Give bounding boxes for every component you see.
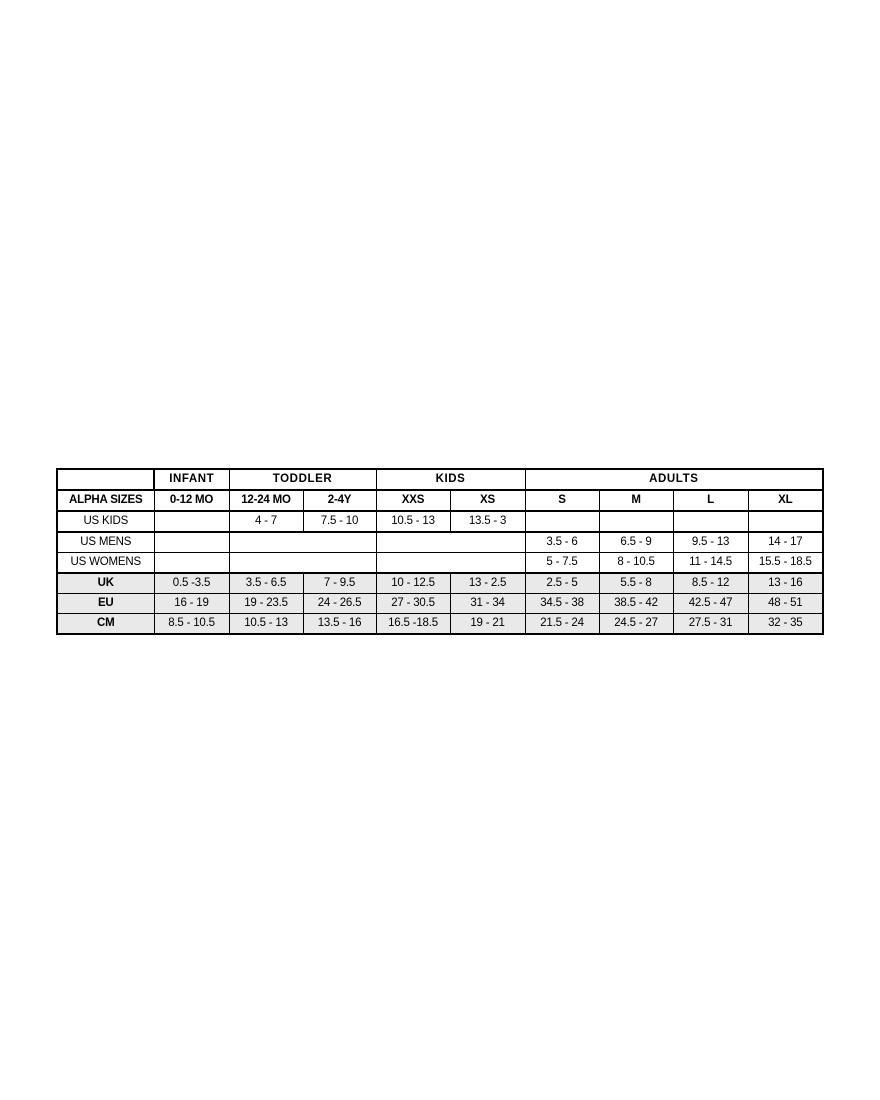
cell-eu-m: 38.5 - 42 [598, 593, 674, 614]
cell-us-kids-l [672, 510, 749, 533]
table-row-uk: UK 0.5 -3.5 3.5 - 6.5 7 - 9.5 10 - 12.5 … [56, 572, 824, 594]
group-header-adults: ADULTS [524, 468, 824, 491]
cell-cm-s: 21.5 - 24 [524, 613, 600, 635]
cell-cm-toddler-2-4y: 13.5 - 16 [302, 613, 377, 635]
cell-cm-xxs: 16.5 -18.5 [375, 613, 451, 635]
alpha-size-toddler-2-4y: 2-4Y [302, 489, 377, 512]
cell-eu-xl: 48 - 51 [747, 593, 824, 614]
cell-us-mens-toddler [228, 531, 377, 553]
group-header-toddler: TODDLER [228, 468, 377, 491]
cell-us-womens-toddler [228, 552, 377, 574]
cell-us-kids-xs: 13.5 - 3 [449, 510, 526, 533]
cell-uk-toddler-2-4y: 7 - 9.5 [302, 572, 377, 594]
table-row-us-womens: US WOMENS 5 - 7.5 8 - 10.5 11 - 14.5 15.… [56, 552, 824, 574]
cell-us-womens-infant [153, 552, 230, 574]
row-label-alpha-sizes: ALPHA SIZES [56, 489, 155, 512]
cell-us-womens-l: 11 - 14.5 [672, 552, 749, 574]
cell-us-mens-s: 3.5 - 6 [524, 531, 600, 553]
cell-us-kids-s [524, 510, 600, 533]
alpha-size-infant-0-12mo: 0-12 MO [153, 489, 230, 512]
cell-us-kids-toddler-12-24mo: 4 - 7 [228, 510, 304, 533]
group-header-infant: INFANT [153, 468, 230, 491]
alpha-size-adults-xl: XL [747, 489, 824, 512]
row-label-us-kids: US KIDS [56, 510, 155, 533]
row-label-uk: UK [56, 572, 155, 594]
cell-uk-toddler-12-24mo: 3.5 - 6.5 [228, 572, 304, 594]
table-corner-cell [56, 468, 155, 491]
cell-us-womens-xl: 15.5 - 18.5 [747, 552, 824, 574]
group-header-kids: KIDS [375, 468, 526, 491]
cell-uk-s: 2.5 - 5 [524, 572, 600, 594]
cell-us-womens-m: 8 - 10.5 [598, 552, 674, 574]
cell-uk-xs: 13 - 2.5 [449, 572, 526, 594]
table-row-us-kids: US KIDS 4 - 7 7.5 - 10 10.5 - 13 13.5 - … [56, 510, 824, 533]
cell-us-kids-infant [153, 510, 230, 533]
cell-us-mens-xl: 14 - 17 [747, 531, 824, 553]
cell-us-mens-kids [375, 531, 526, 553]
row-label-cm: CM [56, 613, 155, 635]
row-label-us-womens: US WOMENS [56, 552, 155, 574]
cell-cm-m: 24.5 - 27 [598, 613, 674, 635]
alpha-sizes-row: ALPHA SIZES 0-12 MO 12-24 MO 2-4Y XXS XS… [56, 489, 824, 512]
alpha-size-toddler-12-24mo: 12-24 MO [228, 489, 304, 512]
cell-eu-toddler-12-24mo: 19 - 23.5 [228, 593, 304, 614]
table-row-cm: CM 8.5 - 10.5 10.5 - 13 13.5 - 16 16.5 -… [56, 613, 824, 635]
cell-uk-xxs: 10 - 12.5 [375, 572, 451, 594]
cell-cm-infant: 8.5 - 10.5 [153, 613, 230, 635]
cell-uk-l: 8.5 - 12 [672, 572, 749, 594]
size-chart-container: INFANT TODDLER KIDS ADULTS ALPHA SIZES 0… [56, 468, 825, 635]
cell-us-kids-xxs: 10.5 - 13 [375, 510, 451, 533]
cell-us-kids-m [598, 510, 674, 533]
cell-us-womens-kids [375, 552, 526, 574]
table-row-us-mens: US MENS 3.5 - 6 6.5 - 9 9.5 - 13 14 - 17 [56, 531, 824, 553]
cell-us-mens-infant [153, 531, 230, 553]
alpha-size-kids-xs: XS [449, 489, 526, 512]
cell-cm-xl: 32 - 35 [747, 613, 824, 635]
cell-cm-toddler-12-24mo: 10.5 - 13 [228, 613, 304, 635]
cell-eu-s: 34.5 - 38 [524, 593, 600, 614]
cell-eu-l: 42.5 - 47 [672, 593, 749, 614]
cell-us-mens-m: 6.5 - 9 [598, 531, 674, 553]
cell-cm-l: 27.5 - 31 [672, 613, 749, 635]
cell-us-womens-s: 5 - 7.5 [524, 552, 600, 574]
cell-eu-xxs: 27 - 30.5 [375, 593, 451, 614]
cell-us-mens-l: 9.5 - 13 [672, 531, 749, 553]
group-header-row: INFANT TODDLER KIDS ADULTS [56, 468, 824, 491]
cell-uk-m: 5.5 - 8 [598, 572, 674, 594]
alpha-size-adults-m: M [598, 489, 674, 512]
alpha-size-kids-xxs: XXS [375, 489, 451, 512]
table-row-eu: EU 16 - 19 19 - 23.5 24 - 26.5 27 - 30.5… [56, 593, 824, 614]
alpha-size-adults-l: L [672, 489, 749, 512]
cell-eu-infant: 16 - 19 [153, 593, 230, 614]
alpha-size-adults-s: S [524, 489, 600, 512]
row-label-eu: EU [56, 593, 155, 614]
cell-us-kids-xl [747, 510, 824, 533]
row-label-us-mens: US MENS [56, 531, 155, 553]
cell-us-kids-toddler-2-4y: 7.5 - 10 [302, 510, 377, 533]
cell-uk-xl: 13 - 16 [747, 572, 824, 594]
cell-cm-xs: 19 - 21 [449, 613, 526, 635]
size-conversion-table: INFANT TODDLER KIDS ADULTS ALPHA SIZES 0… [56, 468, 825, 635]
cell-eu-toddler-2-4y: 24 - 26.5 [302, 593, 377, 614]
cell-eu-xs: 31 - 34 [449, 593, 526, 614]
cell-uk-infant: 0.5 -3.5 [153, 572, 230, 594]
